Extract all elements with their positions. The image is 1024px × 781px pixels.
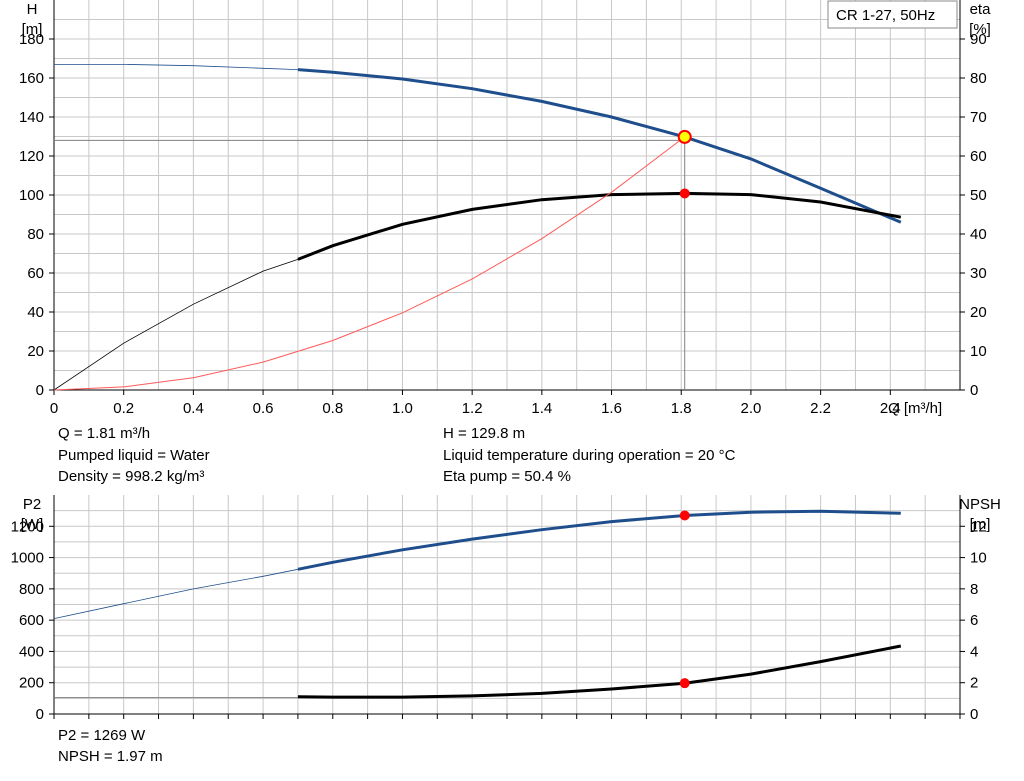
info-power: P2 = 1269 W bbox=[58, 727, 146, 744]
series-line-extended bbox=[54, 64, 298, 70]
y-right-tick-label: 10 bbox=[970, 550, 987, 567]
y-left-tick-label: 40 bbox=[27, 304, 44, 321]
chart-title: CR 1-27, 50Hz bbox=[836, 7, 935, 24]
x-tick-label: 1.0 bbox=[392, 400, 413, 417]
y-right-tick-label: 50 bbox=[970, 187, 987, 204]
power-duty-point bbox=[679, 510, 690, 521]
y-left-tick-label: 800 bbox=[19, 581, 44, 598]
y-right-tick-label: 6 bbox=[970, 612, 978, 629]
info-npsh: NPSH = 1.97 m bbox=[58, 748, 163, 765]
x-tick-label: 1.2 bbox=[462, 400, 483, 417]
y-left-tick-label: 20 bbox=[27, 343, 44, 360]
y-left-tick-label: 0 bbox=[36, 706, 44, 723]
x-tick-label: 2.2 bbox=[810, 400, 831, 417]
y-left-tick-label: 100 bbox=[19, 187, 44, 204]
info-liquid: Pumped liquid = Water bbox=[58, 447, 210, 464]
x-tick-label: 2.4 bbox=[880, 400, 901, 417]
y-right-axis-label: [%] bbox=[969, 21, 991, 38]
y-left-tick-label: 80 bbox=[27, 226, 44, 243]
y-right-tick-label: 40 bbox=[970, 226, 987, 243]
y-left-tick-label: 1200 bbox=[11, 518, 44, 535]
y-right-tick-label: 70 bbox=[970, 109, 987, 126]
y-right-axis-label: [m] bbox=[970, 516, 991, 533]
eta-duty-point bbox=[679, 188, 690, 199]
y-right-tick-label: 8 bbox=[970, 581, 978, 598]
y-left-tick-label: 400 bbox=[19, 643, 44, 660]
y-right-tick-label: 10 bbox=[970, 343, 987, 360]
y-right-tick-label: 20 bbox=[970, 304, 987, 321]
system-curve-line bbox=[53, 136, 686, 391]
series-line-operating bbox=[297, 509, 901, 571]
y-left-tick-label: 600 bbox=[19, 612, 44, 629]
x-tick-label: 0.8 bbox=[322, 400, 343, 417]
info-flow: Q = 1.81 m³/h bbox=[58, 425, 151, 442]
x-tick-label: 0.4 bbox=[183, 400, 204, 417]
y-left-axis-label: [W] bbox=[21, 516, 44, 533]
x-tick-label: 0.2 bbox=[113, 400, 134, 417]
info-density: Density = 998.2 kg/m³ bbox=[58, 468, 205, 485]
info-eta: Eta pump = 50.4 % bbox=[443, 468, 571, 485]
y-right-axis-label: NPSH bbox=[959, 496, 1001, 513]
y-right-tick-label: 0 bbox=[970, 382, 978, 399]
y-left-tick-label: 0 bbox=[36, 382, 44, 399]
y-left-tick-label: 1000 bbox=[11, 550, 44, 567]
y-left-axis-label: P2 bbox=[23, 496, 41, 513]
series-line-extended bbox=[53, 568, 298, 619]
x-tick-label: 1.4 bbox=[531, 400, 552, 417]
y-right-tick-label: 60 bbox=[970, 148, 987, 165]
x-tick-label: 2.0 bbox=[740, 400, 761, 417]
x-tick-label: 0.6 bbox=[253, 400, 274, 417]
info-temperature: Liquid temperature during operation = 20… bbox=[443, 447, 736, 464]
y-left-axis-label: H bbox=[27, 1, 38, 18]
y-left-tick-label: 120 bbox=[19, 148, 44, 165]
y-left-tick-label: 160 bbox=[19, 70, 44, 87]
y-right-tick-label: 0 bbox=[970, 706, 978, 723]
y-right-tick-label: 4 bbox=[970, 643, 978, 660]
x-axis-label: Q [m³/h] bbox=[888, 400, 942, 417]
npsh-duty-point bbox=[679, 678, 690, 689]
head-duty-point bbox=[677, 129, 692, 144]
y-right-axis-label: eta bbox=[970, 1, 992, 18]
x-tick-label: 1.6 bbox=[601, 400, 622, 417]
series-line-operating bbox=[297, 644, 902, 699]
y-left-tick-label: 180 bbox=[19, 31, 44, 48]
y-left-tick-label: 200 bbox=[19, 675, 44, 692]
series-line-operating bbox=[297, 68, 902, 224]
info-head: H = 129.8 m bbox=[443, 425, 526, 442]
x-tick-label: 0 bbox=[50, 400, 58, 417]
y-right-tick-label: 12 bbox=[970, 518, 987, 535]
chart-title-box bbox=[827, 0, 958, 29]
y-left-axis-label: [m] bbox=[22, 21, 43, 38]
y-right-tick-label: 30 bbox=[970, 265, 987, 282]
series-line-operating bbox=[297, 191, 902, 261]
y-left-tick-label: 60 bbox=[27, 265, 44, 282]
x-tick-label: 1.8 bbox=[671, 400, 692, 417]
y-right-tick-label: 2 bbox=[970, 675, 978, 692]
series-line-extended bbox=[53, 259, 299, 391]
y-right-tick-label: 80 bbox=[970, 70, 987, 87]
y-left-tick-label: 140 bbox=[19, 109, 44, 126]
y-right-tick-label: 90 bbox=[970, 31, 987, 48]
